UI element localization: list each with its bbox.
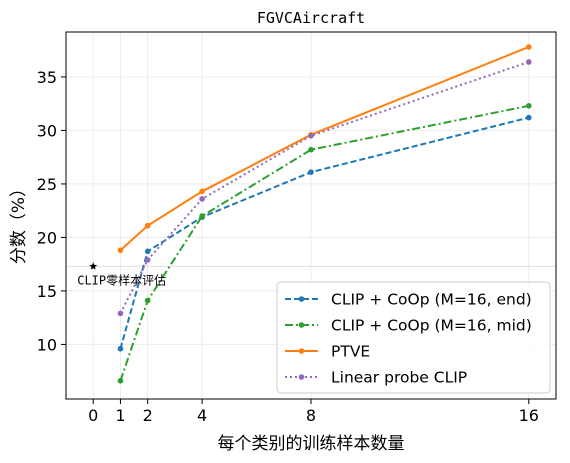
data-point bbox=[526, 59, 532, 65]
x-tick-label: 4 bbox=[197, 406, 207, 425]
legend-label: PTVE bbox=[331, 343, 370, 361]
legend-marker bbox=[299, 348, 305, 354]
data-point bbox=[145, 249, 151, 255]
legend-label: CLIP + CoOp (M=16, mid) bbox=[331, 317, 532, 335]
chart-title: FGVCAircraft bbox=[257, 9, 365, 27]
data-point bbox=[526, 103, 532, 109]
data-point bbox=[118, 378, 124, 384]
series-line-3 bbox=[120, 62, 528, 313]
legend-label: CLIP + CoOp (M=16, end) bbox=[331, 291, 532, 309]
series-line-2 bbox=[120, 47, 528, 250]
y-tick-label: 35 bbox=[37, 68, 57, 87]
y-tick-label: 25 bbox=[37, 175, 57, 194]
data-point bbox=[526, 115, 532, 121]
data-point bbox=[118, 247, 124, 253]
data-point bbox=[308, 169, 314, 175]
y-axis-label: 分数（%） bbox=[9, 180, 29, 264]
x-tick-label: 1 bbox=[115, 406, 125, 425]
x-tick-label: 2 bbox=[143, 406, 153, 425]
y-tick-label: 15 bbox=[37, 282, 57, 301]
data-point bbox=[145, 223, 151, 229]
data-point bbox=[118, 346, 124, 352]
data-point bbox=[145, 257, 151, 263]
data-point bbox=[199, 189, 205, 195]
x-tick-label: 0 bbox=[88, 406, 98, 425]
legend-marker bbox=[299, 296, 305, 302]
legend-marker bbox=[299, 322, 305, 328]
x-axis-label: 每个类别的训练样本数量 bbox=[218, 434, 405, 454]
data-point bbox=[118, 311, 124, 317]
data-point bbox=[308, 147, 314, 153]
legend-marker bbox=[299, 374, 305, 380]
zero-shot-label: CLIP零样本评估 bbox=[77, 272, 166, 287]
data-point bbox=[199, 213, 205, 219]
y-tick-label: 20 bbox=[37, 228, 57, 247]
x-tick-label: 8 bbox=[306, 406, 316, 425]
data-point bbox=[526, 44, 532, 50]
x-axis-ticks: 0 1 2 4 8 16 bbox=[88, 399, 539, 425]
data-point bbox=[145, 298, 151, 304]
y-tick-label: 30 bbox=[37, 121, 57, 140]
y-tick-label: 10 bbox=[37, 335, 57, 354]
legend-label: Linear probe CLIP bbox=[331, 369, 467, 387]
legend: CLIP + CoOp (M=16, end) CLIP + CoOp (M=16… bbox=[277, 282, 550, 393]
data-point bbox=[199, 196, 205, 202]
data-point bbox=[308, 133, 314, 139]
x-tick-label: 16 bbox=[519, 406, 539, 425]
y-axis-ticks: 10 15 20 25 30 35 bbox=[37, 68, 66, 354]
